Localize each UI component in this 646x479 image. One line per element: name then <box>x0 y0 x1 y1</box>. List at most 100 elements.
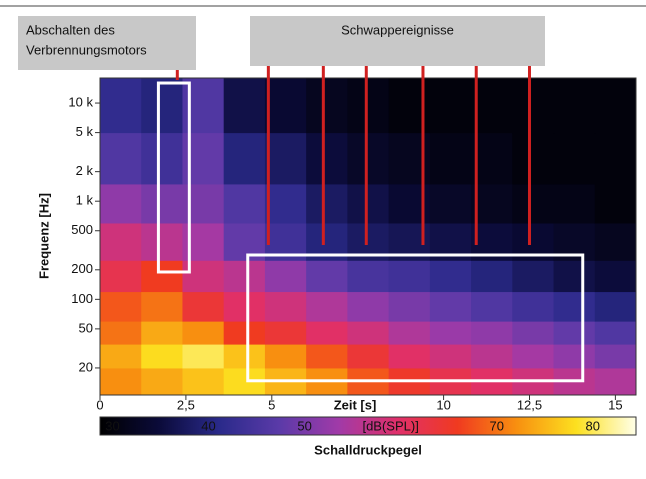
heatmap-cell <box>100 184 142 224</box>
heatmap-cell <box>306 344 348 368</box>
annotation-text: Schwappereignisse <box>341 22 454 37</box>
heatmap-cell <box>430 344 472 368</box>
heatmap-cell <box>100 321 142 344</box>
heatmap-cell <box>347 292 389 322</box>
heatmap-cell <box>512 78 554 133</box>
colorbar-tick-label: 70 <box>489 418 503 433</box>
heatmap-cell <box>141 223 183 261</box>
y-axis-label: Frequenz [Hz] <box>36 193 51 279</box>
chart: Zeit [s] Frequenz [Hz] Schalldruckpegel … <box>0 0 646 474</box>
heatmap-cell <box>141 133 183 185</box>
heatmap-cell <box>224 260 266 292</box>
heatmap-cell <box>471 321 513 344</box>
heatmap-cell <box>595 260 637 292</box>
heatmap-cell <box>595 78 637 133</box>
heatmap-cell <box>389 321 431 344</box>
heatmap-cell <box>141 368 183 396</box>
heatmap-cell <box>389 344 431 368</box>
heatmap-cell <box>389 292 431 322</box>
y-tick-label: 200 <box>71 261 93 276</box>
y-tick-label: 500 <box>71 222 93 237</box>
heatmap-cell <box>595 368 637 396</box>
heatmap-cell <box>224 292 266 322</box>
y-tick-label: 5 k <box>76 124 94 139</box>
heatmap-cell <box>347 133 389 185</box>
heatmap-cell <box>182 368 224 396</box>
heatmap-cell <box>306 260 348 292</box>
heatmap-cell <box>430 292 472 322</box>
heatmap-cell <box>306 133 348 185</box>
heatmap-cell <box>265 292 307 322</box>
heatmap-cell <box>100 78 142 133</box>
y-tick-label: 10 k <box>68 94 93 109</box>
heatmap-cell <box>512 344 554 368</box>
x-tick-label: 10 <box>436 397 450 412</box>
heatmap-cell <box>554 344 596 368</box>
heatmap-cell <box>100 368 142 396</box>
heatmap-cell <box>306 292 348 322</box>
x-tick-label: 12,5 <box>517 397 542 412</box>
heatmap-cell <box>265 133 307 185</box>
heatmap-cell <box>306 321 348 344</box>
heatmap-cell <box>224 78 266 133</box>
heatmap-cell <box>347 344 389 368</box>
heatmap-cell <box>141 321 183 344</box>
heatmap-cell <box>141 78 183 133</box>
heatmap-cell <box>554 78 596 133</box>
heatmap-cell <box>347 260 389 292</box>
heatmap-cell <box>347 78 389 133</box>
annotation-text: Abschalten des <box>26 22 115 37</box>
heatmap-cell <box>595 292 637 322</box>
x-tick-label: 5 <box>268 397 275 412</box>
heatmap-cell <box>512 321 554 344</box>
heatmap-cell <box>471 260 513 292</box>
heatmap-cell <box>265 78 307 133</box>
heatmap-cell <box>430 184 472 224</box>
heatmap-cell <box>347 184 389 224</box>
heatmap-cell <box>182 321 224 344</box>
y-tick-label: 50 <box>79 320 93 335</box>
heatmap-cell <box>554 184 596 224</box>
x-axis-label: Zeit [s] <box>334 397 377 412</box>
heatmap-cell <box>595 223 637 261</box>
heatmap-cell <box>224 184 266 224</box>
heatmap-cell <box>554 292 596 322</box>
heatmap-cell <box>512 133 554 185</box>
heatmap-cell <box>182 344 224 368</box>
heatmap-cell <box>100 344 142 368</box>
heatmap-cell <box>141 184 183 224</box>
heatmap-cell <box>554 260 596 292</box>
heatmap-cell <box>141 292 183 322</box>
heatmap-cell <box>430 321 472 344</box>
y-tick-label: 1 k <box>76 193 94 208</box>
heatmap-cell <box>430 260 472 292</box>
heatmap-cell <box>389 260 431 292</box>
heatmap-cell <box>100 223 142 261</box>
heatmap-cell <box>265 184 307 224</box>
heatmap-cell <box>430 78 472 133</box>
colorbar-unit: [dB(SPL)] <box>362 418 418 433</box>
heatmap-cell <box>347 321 389 344</box>
y-tick-label: 20 <box>79 359 93 374</box>
heatmap-cell <box>224 344 266 368</box>
colorbar-label: Schalldruckpegel <box>314 442 422 457</box>
annotation-text: Verbrennungsmotors <box>26 42 147 57</box>
heatmap-cell <box>100 292 142 322</box>
x-tick-label: 0 <box>96 397 103 412</box>
heatmap-cell <box>100 133 142 185</box>
y-tick-label: 2 k <box>76 163 94 178</box>
heatmap-cell <box>182 292 224 322</box>
heatmap-cell <box>265 321 307 344</box>
heatmap-cell <box>224 321 266 344</box>
heatmap-cell <box>595 184 637 224</box>
y-tick-label: 100 <box>71 291 93 306</box>
heatmap-cell <box>100 260 142 292</box>
colorbar-tick-label: 80 <box>586 418 600 433</box>
heatmap-cell <box>265 260 307 292</box>
heatmap-cell <box>512 260 554 292</box>
heatmap-cell <box>512 292 554 322</box>
x-tick-label: 15 <box>608 397 622 412</box>
colorbar-tick-label: 30 <box>105 418 119 433</box>
heatmap-cell <box>471 292 513 322</box>
heatmap-cell <box>141 344 183 368</box>
